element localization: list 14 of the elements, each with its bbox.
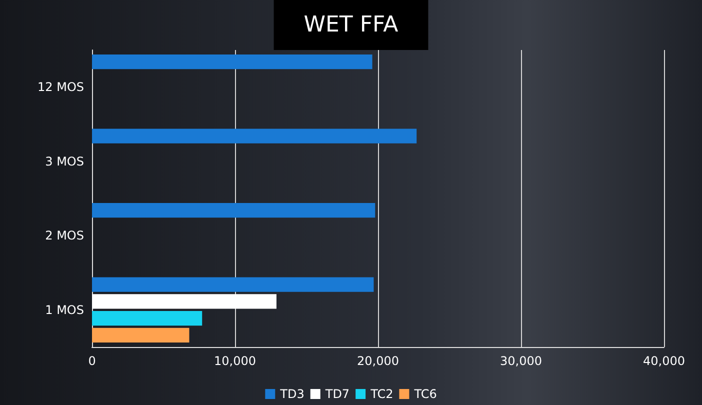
y-tick-label: 3 MOS [45, 154, 84, 168]
legend-label: TD3 [279, 387, 304, 401]
x-tick-label: 30,000 [500, 354, 542, 368]
legend-label: TC2 [370, 387, 394, 401]
x-tick-label: 20,000 [357, 354, 399, 368]
y-tick-label: 2 MOS [45, 228, 84, 243]
x-tick-label: 10,000 [214, 354, 256, 368]
chart-title: WET FFA [304, 12, 398, 38]
legend-label: TD7 [324, 387, 350, 401]
x-tick-label: 40,000 [643, 354, 685, 368]
y-tick-label: 1 MOS [45, 302, 84, 317]
x-tick-label: 0 [88, 354, 96, 368]
legend-label: TC6 [413, 387, 437, 401]
y-tick-label: 12 MOS [38, 80, 84, 94]
